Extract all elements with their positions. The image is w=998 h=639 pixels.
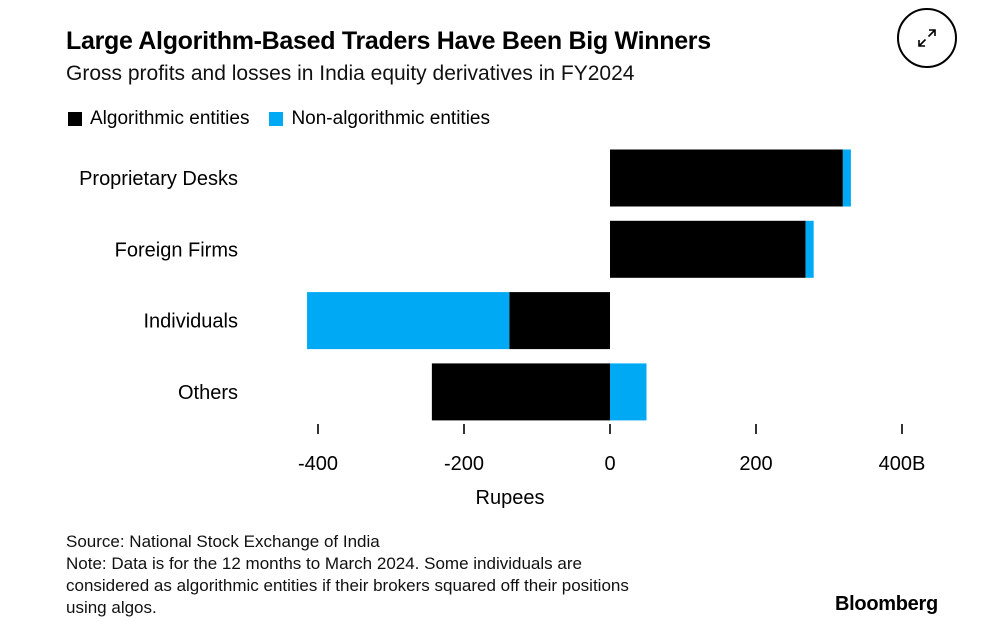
bar-chart: Proprietary Desks Foreign Firms Individual… [79,149,926,509]
bloomberg-logo: Bloomberg [835,593,938,615]
category-label: Proprietary Desks [79,168,238,190]
bar-individuals-algorithmic [509,292,610,350]
legend-item-algorithmic: Algorithmic entities [68,108,249,130]
chart-subtitle: Gross profits and losses in India equity… [66,62,635,85]
bar-individuals-non-algorithmic [307,292,510,350]
bar-foreign-firms-algorithmic [610,220,806,278]
source-note: Source: National Stock Exchange of India [66,532,380,551]
chart-title: Large Algorithm-Based Traders Have Been … [66,27,711,55]
data-note-line-3: using algos. [66,598,157,617]
x-axis-label: Rupees [476,487,545,509]
x-tick-label: -400 [298,453,338,475]
bar-proprietary-desks-algorithmic [610,149,843,207]
legend-item-non-algorithmic: Non-algorithmic entities [269,108,490,130]
data-note-line-2: considered as algorithmic entities if th… [66,576,629,595]
bar-foreign-firms-non-algorithmic [805,220,814,278]
bar-others-algorithmic [431,363,610,421]
legend-swatch-algorithmic [68,112,82,126]
bar-others-non-algorithmic [610,363,647,421]
footer: Source: National Stock Exchange of India… [66,531,766,619]
data-note-line-1: Note: Data is for the 12 months to March… [66,554,582,573]
x-tick-label: 200 [739,453,772,475]
expand-icon [918,29,936,47]
category-label: Others [178,382,238,404]
category-label: Foreign Firms [115,239,238,261]
x-tick-label: 400B [879,453,926,475]
x-tick-label: -200 [444,453,484,475]
legend-swatch-non-algorithmic [269,112,284,126]
x-tick-label: 0 [604,453,615,475]
category-label: Individuals [143,311,238,333]
bar-proprietary-desks-non-algorithmic [842,149,851,207]
legend-label-non-algorithmic: Non-algorithmic entities [291,108,490,129]
expand-button[interactable] [897,8,957,68]
legend-label-algorithmic: Algorithmic entities [90,108,250,129]
legend: Algorithmic entities Non-algorithmic ent… [68,108,510,130]
